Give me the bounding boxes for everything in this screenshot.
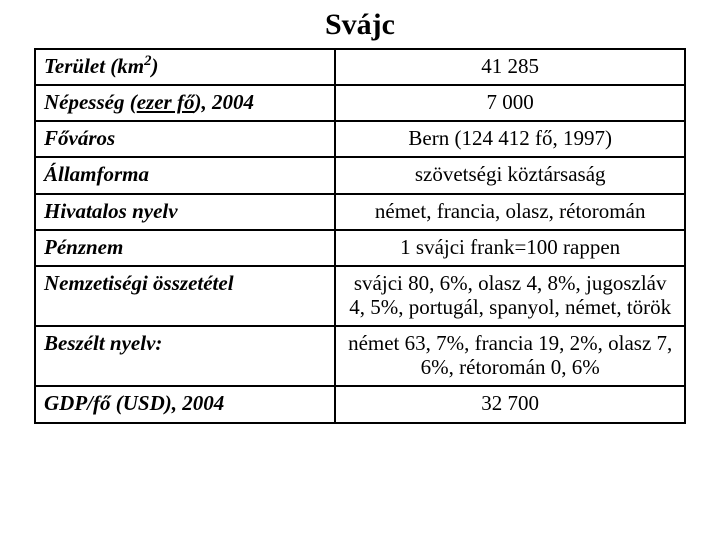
table-row: Főváros Bern (124 412 fő, 1997) xyxy=(35,121,685,157)
label-text-post: ), 2004 xyxy=(194,90,254,114)
row-label: GDP/fő (USD), 2004 xyxy=(35,386,335,422)
row-label: Főváros xyxy=(35,121,335,157)
country-facts-table: Terület (km2) 41 285 Népesség (ezer fő),… xyxy=(34,48,686,424)
row-label: Államforma xyxy=(35,157,335,193)
row-value: 32 700 xyxy=(335,386,685,422)
row-value: 41 285 xyxy=(335,49,685,85)
table-row: GDP/fő (USD), 2004 32 700 xyxy=(35,386,685,422)
row-label: Nemzetiségi összetétel xyxy=(35,266,335,326)
row-label: Terület (km2) xyxy=(35,49,335,85)
row-value: Bern (124 412 fő, 1997) xyxy=(335,121,685,157)
row-label: Beszélt nyelv: xyxy=(35,326,335,386)
row-value: német, francia, olasz, rétoromán xyxy=(335,194,685,230)
table-row: Nemzetiségi összetétel svájci 80, 6%, ol… xyxy=(35,266,685,326)
label-text-pre: Terület (km xyxy=(44,54,144,78)
row-value: szövetségi köztársaság xyxy=(335,157,685,193)
label-underline: ezer fő xyxy=(137,90,195,114)
table-row: Beszélt nyelv: német 63, 7%, francia 19,… xyxy=(35,326,685,386)
table-row: Hivatalos nyelv német, francia, olasz, r… xyxy=(35,194,685,230)
table-row: Pénznem 1 svájci frank=100 rappen xyxy=(35,230,685,266)
row-value: 1 svájci frank=100 rappen xyxy=(335,230,685,266)
page: Svájc Terület (km2) 41 285 Népesség (eze… xyxy=(0,0,720,540)
label-text-pre: Népesség ( xyxy=(44,90,137,114)
row-label: Népesség (ezer fő), 2004 xyxy=(35,85,335,121)
page-title: Svájc xyxy=(34,8,686,42)
row-label: Hivatalos nyelv xyxy=(35,194,335,230)
row-label: Pénznem xyxy=(35,230,335,266)
table-row: Államforma szövetségi köztársaság xyxy=(35,157,685,193)
table-body: Terület (km2) 41 285 Népesség (ezer fő),… xyxy=(35,49,685,423)
row-value: német 63, 7%, francia 19, 2%, olasz 7, 6… xyxy=(335,326,685,386)
label-text-post: ) xyxy=(151,54,158,78)
table-row: Népesség (ezer fő), 2004 7 000 xyxy=(35,85,685,121)
row-value: svájci 80, 6%, olasz 4, 8%, jugoszláv 4,… xyxy=(335,266,685,326)
table-row: Terület (km2) 41 285 xyxy=(35,49,685,85)
row-value: 7 000 xyxy=(335,85,685,121)
